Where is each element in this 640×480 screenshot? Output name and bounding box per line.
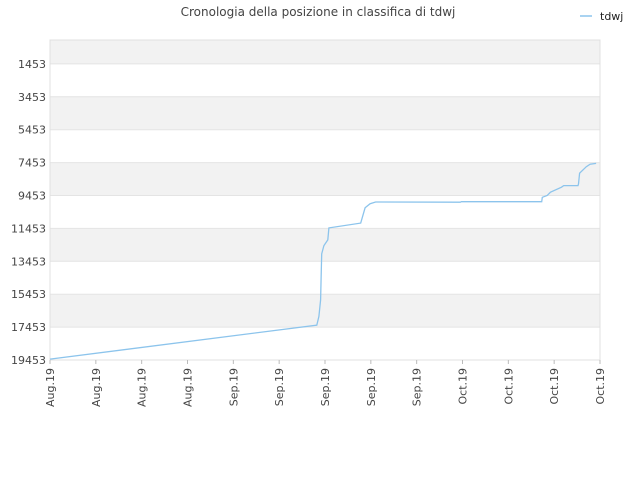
y-tick-label: 7453: [18, 157, 46, 170]
grid-band: [50, 327, 600, 360]
grid-band: [50, 195, 600, 229]
legend: tdwj: [580, 10, 623, 23]
y-tick-label: 1453: [18, 58, 46, 71]
y-tick-label: 19453: [11, 354, 46, 367]
grid-bands: [50, 40, 600, 360]
y-axis: 1453 3453 5453 7453 9453 11453 13453 15453 17453…: [11, 58, 46, 367]
y-tick-label: 9453: [18, 190, 46, 203]
grid-band: [50, 261, 600, 295]
legend-label: tdwj: [600, 10, 623, 23]
y-tick-label: 17453: [11, 321, 46, 334]
y-tick-label: 3453: [18, 91, 46, 104]
x-tick-label: Aug.19: [90, 368, 103, 407]
x-tick-label: Oct.19: [594, 368, 607, 405]
x-tick-label: Aug.19: [182, 368, 195, 407]
grid-band: [50, 162, 600, 196]
x-tick-label: Oct.19: [548, 368, 561, 405]
grid-band: [50, 294, 600, 328]
grid-band: [50, 63, 600, 97]
x-tick-label: Sep.19: [227, 368, 240, 406]
series-line-tdwj: [49, 162, 597, 360]
x-tick-label: Oct.19: [457, 368, 470, 405]
x-tick-label: Sep.19: [365, 368, 378, 406]
x-tick-label: Sep.19: [411, 368, 424, 406]
series-layer: [49, 162, 597, 360]
x-tick-label: Sep.19: [319, 368, 332, 406]
y-tick-label: 13453: [11, 255, 46, 268]
y-tick-label: 5453: [18, 124, 46, 137]
x-tick-label: Aug.19: [136, 368, 149, 407]
y-tick-label: 11453: [11, 222, 46, 235]
grid-band: [50, 40, 600, 64]
chart-title: Cronologia della posizione in classifica…: [181, 5, 456, 19]
grid-band: [50, 96, 600, 130]
x-axis: Aug.19 Aug.19 Aug.19 Aug.19 Sep.19 Sep.19 Sep.…: [44, 360, 607, 407]
x-tick-label: Aug.19: [44, 368, 57, 407]
y-tick-label: 15453: [11, 288, 46, 301]
x-tick-label: Sep.19: [273, 368, 286, 406]
grid-band: [50, 129, 600, 163]
x-tick-label: Oct.19: [502, 368, 515, 405]
